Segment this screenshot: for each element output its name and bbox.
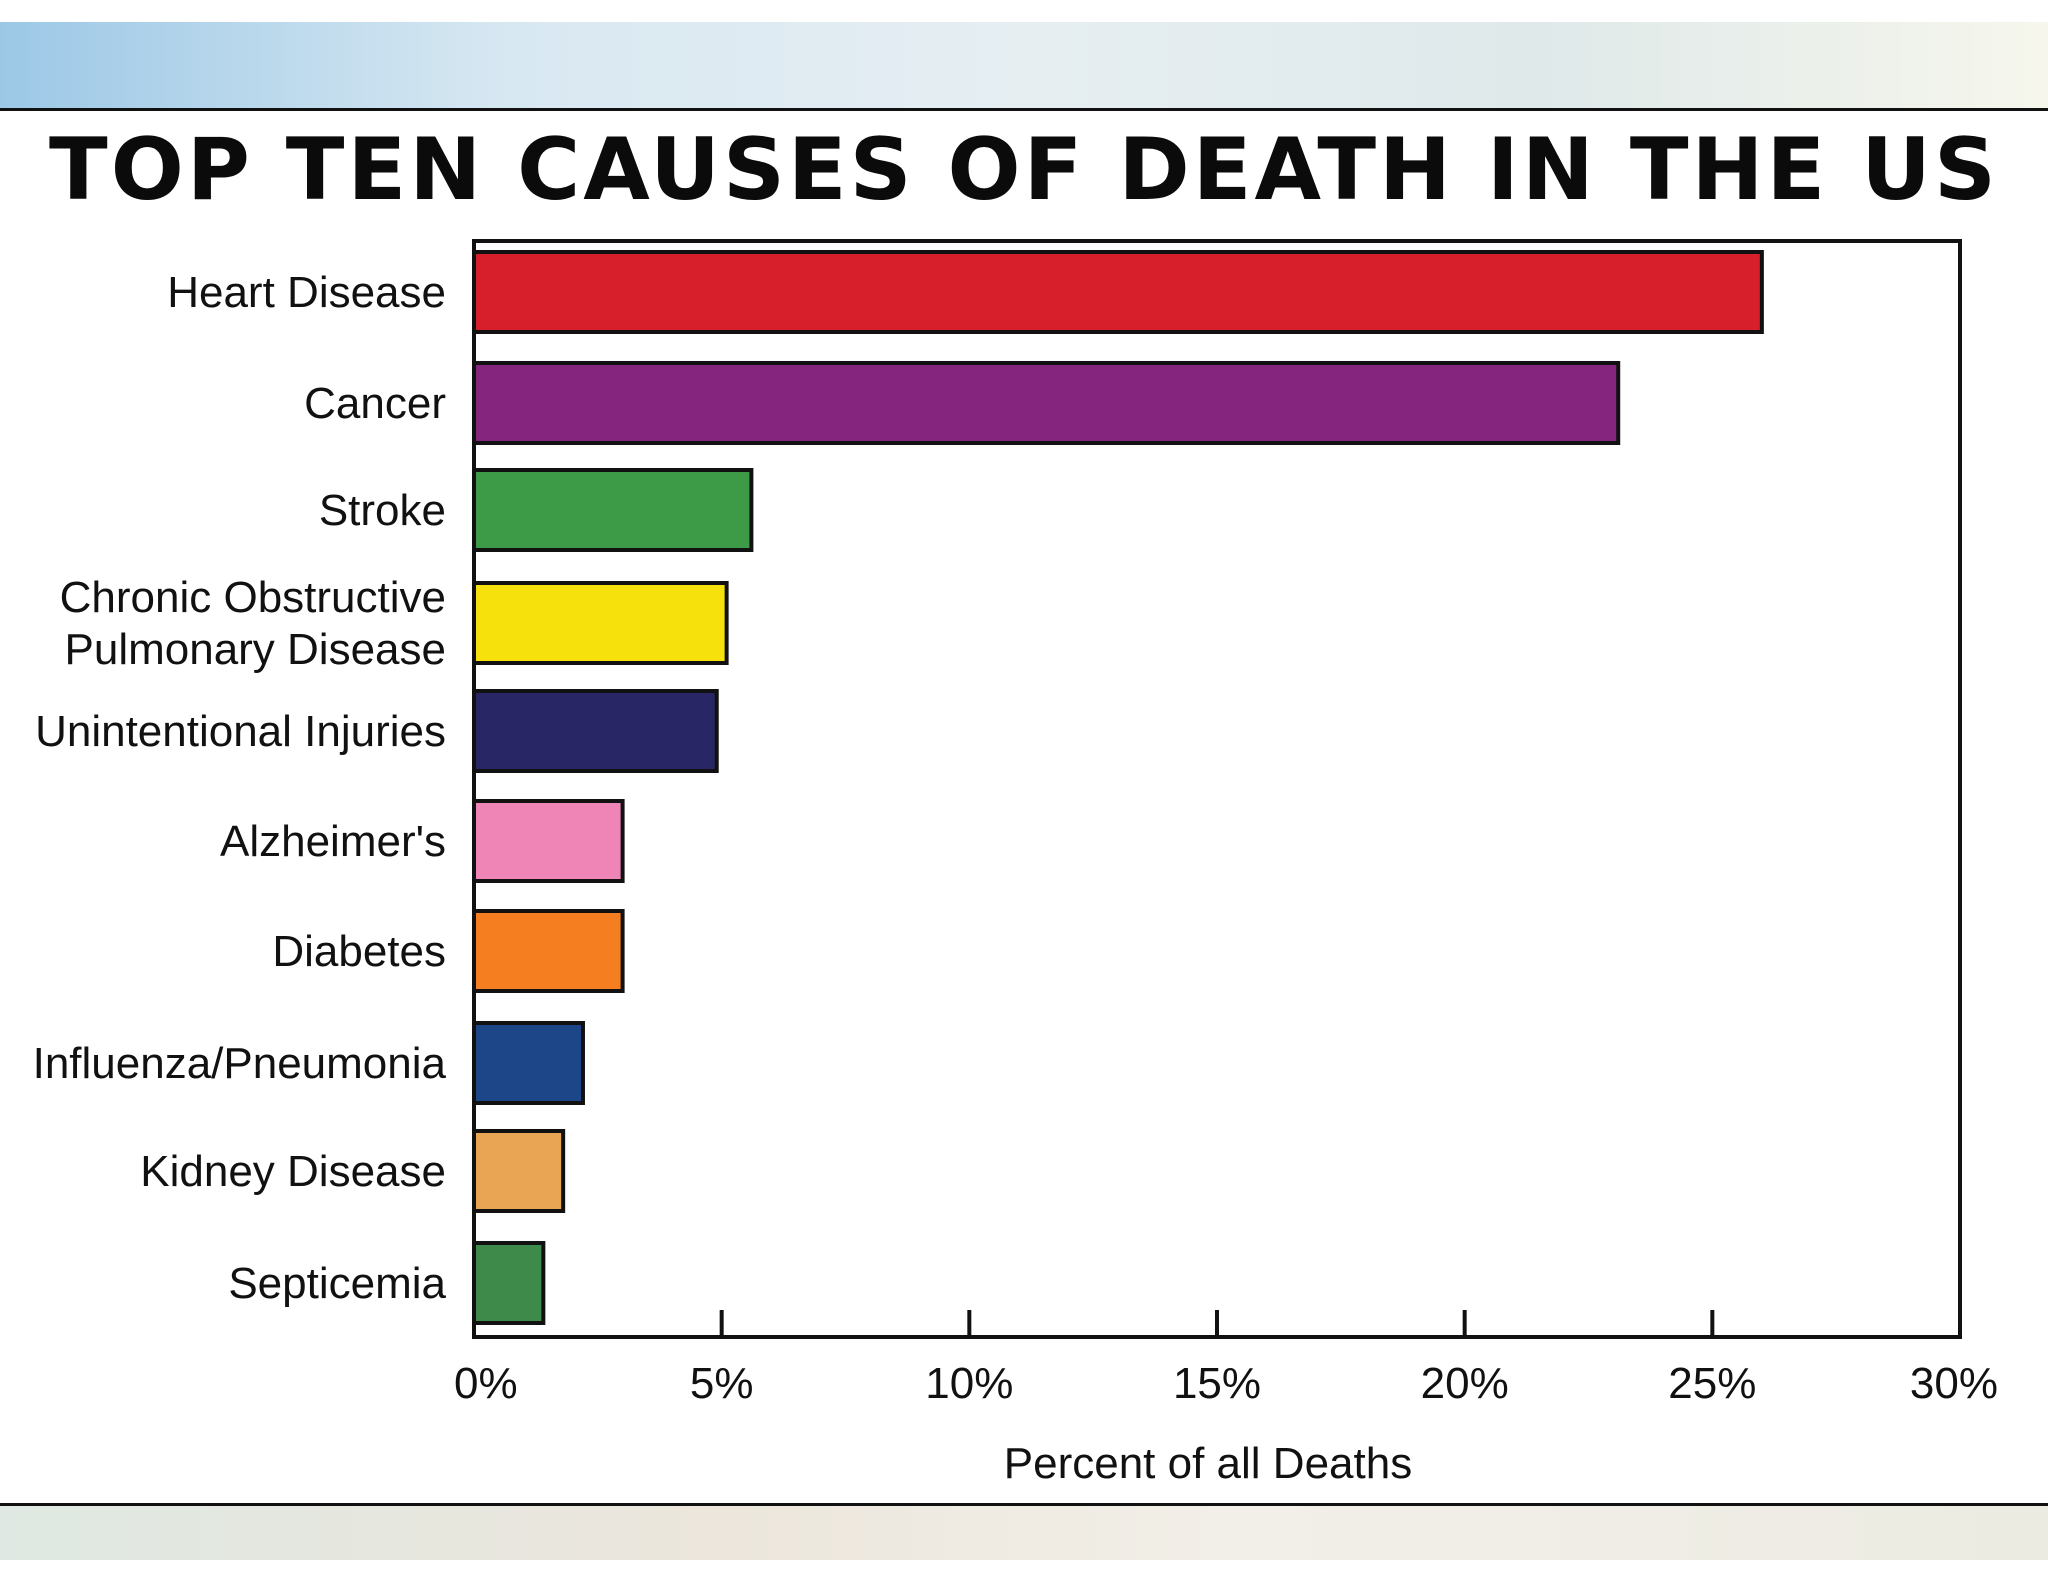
category-label: Stroke xyxy=(319,486,446,535)
top-rule xyxy=(0,108,2048,111)
top-decorative-band xyxy=(0,22,2048,108)
category-label-line: Kidney Disease xyxy=(140,1147,446,1196)
bottom-decorative-band xyxy=(0,1506,2048,1560)
category-label: Chronic Obstructive Pulmonary Disease xyxy=(60,573,446,674)
bar-unintentional-injuries xyxy=(472,689,719,773)
bars-group xyxy=(472,250,1764,1325)
bar-chronic-obstructive-pulmonary-disease xyxy=(472,581,729,665)
category-label: Unintentional Injuries xyxy=(35,707,446,756)
category-label-line: Pulmonary Disease xyxy=(65,625,447,674)
category-label: Influenza/Pneumonia xyxy=(33,1039,447,1088)
category-label-line: Cancer xyxy=(304,379,446,428)
x-tick-label: 25% xyxy=(1668,1359,1756,1408)
bottom-rule xyxy=(0,1503,2048,1506)
category-label-line: Chronic Obstructive xyxy=(60,573,446,622)
bar-heart-disease xyxy=(472,250,1764,334)
x-tick-label: 10% xyxy=(925,1359,1013,1408)
chart-panel xyxy=(0,111,2048,1503)
bar-stroke xyxy=(472,468,754,552)
bar-septicemia xyxy=(472,1241,546,1325)
category-label-line: Influenza/Pneumonia xyxy=(33,1039,447,1088)
x-axis-ticks: 0% 5% 10% 15% 20% 25% 30% xyxy=(454,1310,1998,1408)
bar-influenza-pneumonia xyxy=(472,1021,585,1105)
category-label: Alzheimer's xyxy=(220,817,446,866)
category-label-line: Alzheimer's xyxy=(220,817,446,866)
bar-cancer xyxy=(472,361,1621,445)
x-tick-label: 0% xyxy=(454,1359,518,1408)
category-label: Heart Disease xyxy=(167,268,446,317)
category-label: Diabetes xyxy=(272,927,446,976)
x-tick-label: 15% xyxy=(1173,1359,1261,1408)
x-tick-label: 30% xyxy=(1910,1359,1998,1408)
category-label-line: Septicemia xyxy=(228,1259,446,1308)
bar-alzheimer-s xyxy=(472,799,625,883)
category-label: Cancer xyxy=(304,379,446,428)
x-axis-title: Percent of all Deaths xyxy=(1004,1439,1412,1488)
category-label-line: Diabetes xyxy=(272,927,446,976)
bar-diabetes xyxy=(472,909,625,993)
bar-kidney-disease xyxy=(472,1129,566,1213)
category-label: Septicemia xyxy=(228,1259,446,1308)
category-label-line: Heart Disease xyxy=(167,268,446,317)
category-label-line: Unintentional Injuries xyxy=(35,707,446,756)
category-label: Kidney Disease xyxy=(140,1147,446,1196)
x-tick-label: 20% xyxy=(1421,1359,1509,1408)
category-labels: Heart Disease Cancer Stroke Chronic Obstruc… xyxy=(33,268,447,1308)
category-label-line: Stroke xyxy=(319,486,446,535)
chart-title: TOP TEN CAUSES OF DEATH IN THE US xyxy=(49,120,1999,220)
x-tick-label: 5% xyxy=(690,1359,754,1408)
